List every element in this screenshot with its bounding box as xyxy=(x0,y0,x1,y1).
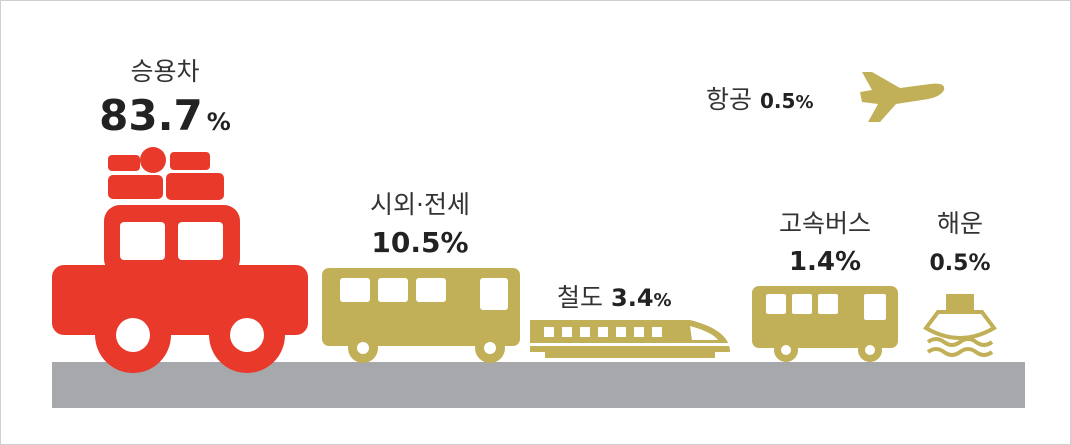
value: 1.4% xyxy=(789,247,861,277)
unit: % xyxy=(835,247,861,277)
value: 10.5% xyxy=(371,226,468,259)
plane-icon xyxy=(860,72,945,122)
value-number: 1.4 xyxy=(789,247,835,277)
value: 83.7% xyxy=(99,91,231,140)
unit: % xyxy=(207,108,231,136)
label: 승용차 xyxy=(130,57,199,86)
unit: % xyxy=(441,226,469,259)
unit: % xyxy=(654,290,672,311)
value: 0.5% xyxy=(929,251,990,276)
label: 시외·전세 xyxy=(370,190,470,219)
value-number: 0.5 xyxy=(760,89,795,113)
value-number: 83.7 xyxy=(99,91,203,140)
express-bus-icon xyxy=(752,286,898,362)
train-icon xyxy=(530,320,730,358)
value-number: 10.5 xyxy=(371,226,440,259)
label: 항공 xyxy=(706,85,752,114)
value-number: 3.4 xyxy=(611,284,654,312)
road xyxy=(52,362,1025,408)
label: 고속버스 xyxy=(779,209,871,238)
bus-icon xyxy=(322,268,520,363)
label-value: 항공 0.5% xyxy=(706,85,814,114)
value-number: 0.5 xyxy=(929,251,968,276)
unit: % xyxy=(968,251,990,276)
car-details xyxy=(116,222,264,352)
label: 해운 xyxy=(937,209,983,238)
unit: % xyxy=(795,92,813,113)
ship-icon xyxy=(923,294,997,357)
label-value: 철도 3.4% xyxy=(557,283,672,312)
label: 철도 xyxy=(557,283,603,312)
